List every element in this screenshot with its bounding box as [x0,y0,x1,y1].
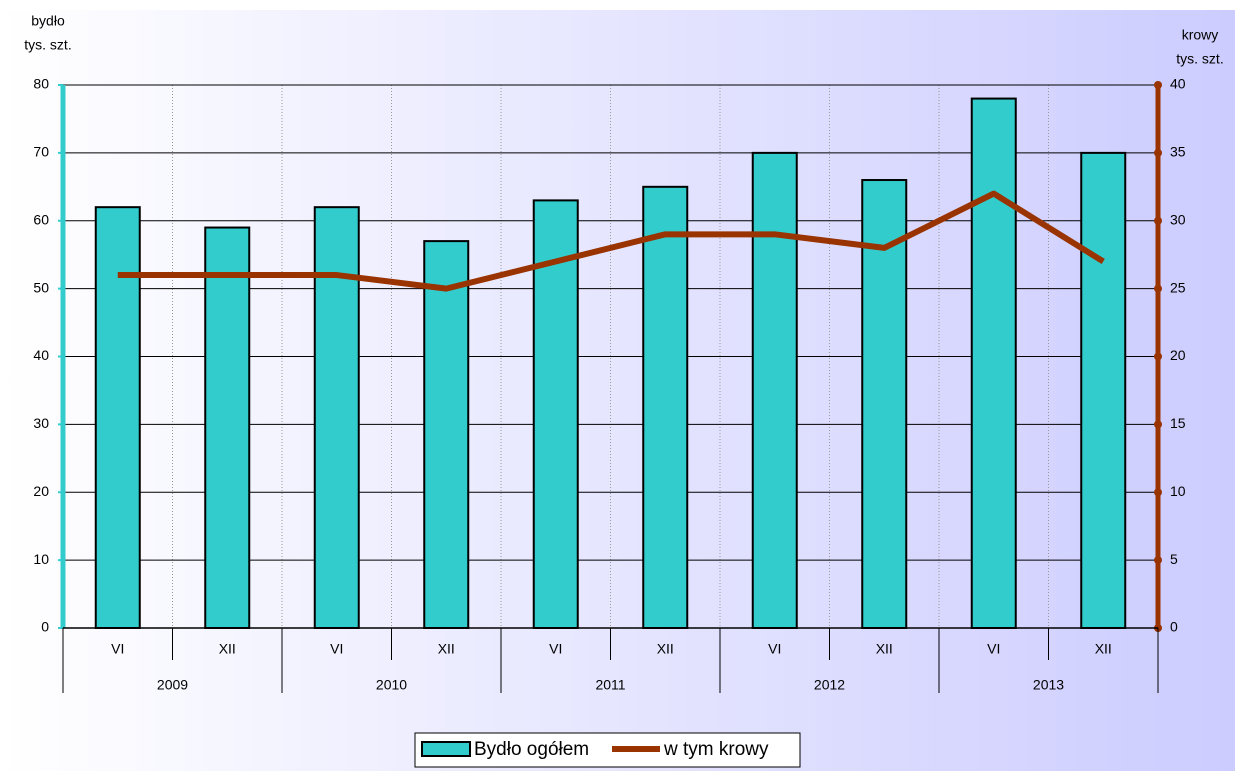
y-tick-label: 60 [33,211,49,227]
x-tick-label: XII [1095,641,1112,657]
y2-axis-label: krowy [1182,27,1219,43]
line [117,190,1105,292]
y2-tick-label: 10 [1170,483,1186,499]
y2-tick-label: 15 [1170,415,1186,431]
y-axis-label: bydło [31,13,65,29]
x-tick-label: VI [111,641,124,657]
y-axis-label: tys. szt. [24,37,71,53]
bar [642,185,689,629]
bar [204,226,251,629]
y-tick-label: 40 [33,347,49,363]
bar [423,240,470,630]
legend-label: w tym krowy [663,739,769,760]
x-tick-label: VI [768,641,781,657]
x-tick-label: VI [987,641,1000,657]
group-label: 2010 [376,677,407,693]
group-label: 2013 [1033,677,1064,693]
y2-tick-label: 5 [1170,551,1178,567]
bar [532,199,579,629]
group-label: 2012 [814,677,845,693]
x-tick-label: XII [219,641,236,657]
bar [861,179,908,629]
y2-tick-label: 30 [1170,211,1186,227]
y-tick-label: 10 [33,551,49,567]
x-tick-label: XII [657,641,674,657]
y-tick-label: 50 [33,279,49,295]
y-tick-label: 0 [41,619,49,635]
bar [1080,151,1127,629]
bar [970,97,1017,629]
y2-axis-label: tys. szt. [1176,51,1223,67]
background [0,10,1235,771]
y2-tick-label: 40 [1170,76,1186,92]
y-tick-label: 30 [33,415,49,431]
x-tick-label: VI [549,641,562,657]
y2-tick-label: 20 [1170,347,1186,363]
bar [313,206,360,630]
x-tick-label: VI [330,641,343,657]
x-tick-label: XII [876,641,893,657]
y-tick-label: 20 [33,483,49,499]
legend-box [414,732,801,768]
legend-swatch [421,741,471,757]
group-label: 2009 [157,677,188,693]
y-tick-label: 80 [33,76,49,92]
y2-tick-label: 35 [1170,144,1186,160]
y2-tick-label: 0 [1170,619,1178,635]
group-label: 2011 [595,677,625,693]
y-tick-label: 70 [33,144,49,160]
bar [751,151,798,629]
bar [94,206,141,630]
y2-tick-label: 25 [1170,279,1186,295]
x-tick-label: XII [438,641,455,657]
legend-label: Bydło ogółem [474,739,589,760]
